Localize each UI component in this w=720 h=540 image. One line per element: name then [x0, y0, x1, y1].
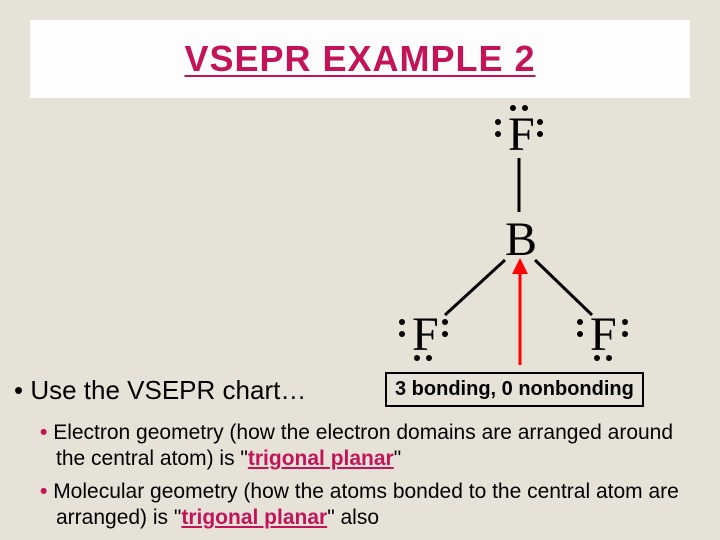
bullet2-term: trigonal planar	[181, 506, 327, 529]
slide-title: VSEPR EXAMPLE 2	[40, 38, 680, 80]
bullet1-term: trigonal planar	[248, 447, 394, 470]
bullet-molecular-geometry: • Molecular geometry (how the atoms bond…	[40, 479, 690, 532]
bullet2-post: " also	[327, 506, 379, 529]
bond-left	[445, 260, 505, 315]
bullet1-post: "	[394, 447, 401, 470]
left-atom: F	[412, 308, 439, 361]
lewis-structure-diagram: B F F F	[350, 100, 690, 370]
bond-right	[535, 260, 592, 315]
central-atom: B	[505, 213, 537, 266]
bullet-list: • Electron geometry (how the electron do…	[40, 420, 690, 537]
bullet-dot: •	[40, 421, 53, 444]
domain-count-box: 3 bonding, 0 nonbonding	[385, 372, 644, 407]
top-atom: F	[508, 108, 535, 161]
right-atom: F	[590, 308, 617, 361]
title-container: VSEPR EXAMPLE 2	[30, 20, 690, 98]
bullet-dot: •	[40, 480, 53, 503]
use-chart-line: • Use the VSEPR chart…	[14, 375, 306, 406]
bullet-electron-geometry: • Electron geometry (how the electron do…	[40, 420, 690, 473]
